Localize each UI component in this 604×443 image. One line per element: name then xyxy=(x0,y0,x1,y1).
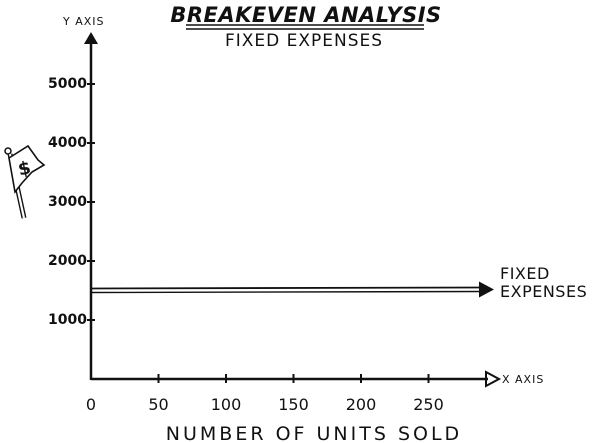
series-line-fixed-expenses xyxy=(90,286,483,290)
series-label-line-2: EXPENSES xyxy=(500,282,587,301)
series-arrowhead xyxy=(479,281,494,298)
x-tick-label: 250 xyxy=(413,395,444,414)
y-tick-label: 4000 xyxy=(48,135,87,151)
chart-subtitle: FIXED EXPENSES xyxy=(225,31,383,51)
chart-title: BREAKEVEN ANALYSIS xyxy=(170,3,441,27)
y-tick-label: 2000 xyxy=(48,253,87,269)
y-tick-label: 5000 xyxy=(48,76,87,92)
y-tick-label: 1000 xyxy=(48,312,87,328)
series-group xyxy=(90,281,494,298)
y-axis-tag: Y AXIS xyxy=(62,15,105,28)
x-tick-label: 100 xyxy=(211,395,242,414)
x-axis-tag: X AXIS xyxy=(502,373,544,386)
y-axis-arrow xyxy=(84,32,98,44)
series-label-line-1: FIXED xyxy=(500,264,550,283)
x-tick-label: 0 xyxy=(86,395,96,414)
dollar-flag-icon: $ xyxy=(4,144,46,219)
x-axis-title: NUMBER OF UNITS SOLD xyxy=(166,423,462,443)
x-tick-label: 50 xyxy=(148,395,168,414)
flag-dollar-glyph: $ xyxy=(16,157,33,180)
series-line-fixed-expenses-shadow xyxy=(90,290,483,294)
x-tick-group: 0 50 100 150 200 250 xyxy=(86,374,444,414)
y-tick-group: 1000 2000 3000 4000 5000 xyxy=(48,76,95,328)
x-tick-label: 150 xyxy=(278,395,309,414)
x-axis-arrow xyxy=(485,370,502,388)
y-tick-label: 3000 xyxy=(48,194,87,210)
x-tick-label: 200 xyxy=(346,395,377,414)
